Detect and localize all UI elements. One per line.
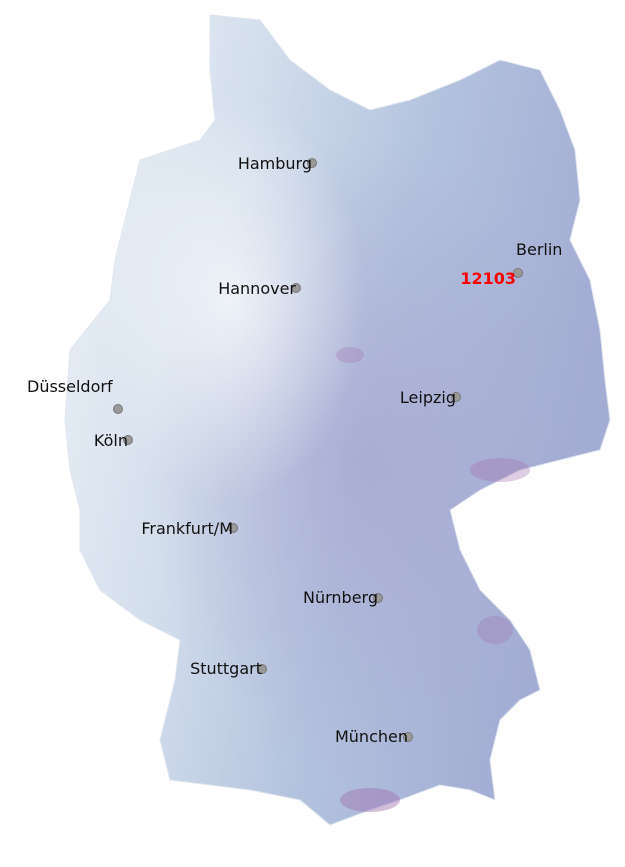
city-label-stuttgart: Stuttgart [190, 659, 262, 678]
city-label-leipzig: Leipzig [400, 388, 456, 407]
city-label-berlin: Berlin [516, 240, 562, 259]
city-dot-koeln[interactable] [123, 435, 133, 445]
erzgebirge-high-region [470, 458, 530, 482]
city-label-koeln: Köln [94, 431, 128, 450]
city-dot-duesseldorf[interactable] [113, 404, 123, 414]
city-dot-stuttgart[interactable] [257, 664, 267, 674]
city-label-nuernberg: Nürnberg [303, 588, 378, 607]
highlight-postal-code: 12103 [460, 269, 516, 288]
city-dot-leipzig[interactable] [451, 392, 461, 402]
city-markers: Hamburg Berlin 12103 Hannover Düsseldorf… [27, 154, 562, 746]
city-label-frankfurt: Frankfurt/M [141, 519, 233, 538]
city-label-hamburg: Hamburg [238, 154, 312, 173]
country-regions [64, 14, 611, 826]
city-dot-nuernberg[interactable] [373, 593, 383, 603]
thuringia-region [336, 347, 364, 363]
city-label-hannover: Hannover [218, 279, 296, 298]
alps-high-region [340, 788, 400, 812]
city-label-duesseldorf: Düsseldorf [27, 377, 113, 396]
city-label-muenchen: München [335, 727, 408, 746]
city-dot-hamburg[interactable] [307, 158, 317, 168]
city-dot-muenchen[interactable] [403, 732, 413, 742]
city-dot-frankfurt[interactable] [228, 523, 238, 533]
city-dot-berlin[interactable] [513, 268, 523, 278]
city-dot-hannover[interactable] [291, 283, 301, 293]
bavarian-forest-region [477, 616, 513, 644]
west-light-shading [65, 15, 610, 825]
